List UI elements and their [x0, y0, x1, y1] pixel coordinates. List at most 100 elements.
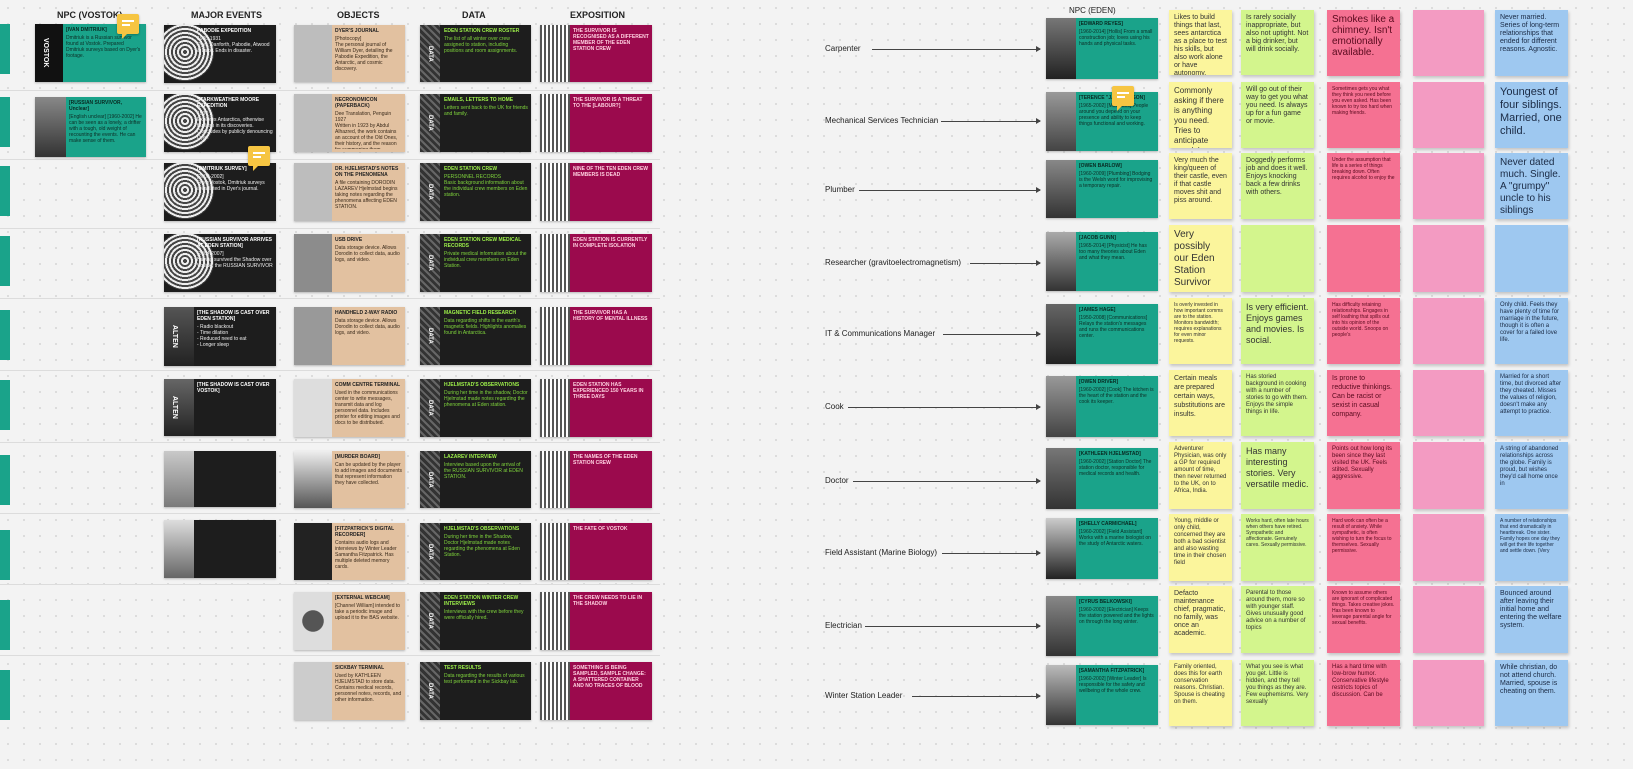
- event-card[interactable]: ALTEN [THE SHADOW IS CAST OVER EDEN STAT…: [164, 307, 276, 366]
- offscreen-card[interactable]: [0, 455, 10, 505]
- sticky-note-positive[interactable]: Will go out of their way to get you what…: [1241, 82, 1314, 148]
- sticky-note-negative[interactable]: Has difficulty retaining relationships. …: [1327, 298, 1400, 364]
- sticky-note-negative[interactable]: Smokes like a chimney. Isn't emotionally…: [1327, 10, 1400, 76]
- sticky-note-motivation[interactable]: Is overly invested in how important comm…: [1169, 298, 1232, 364]
- sticky-note-positive[interactable]: Is rarely socially inappropriate, but al…: [1241, 10, 1314, 75]
- offscreen-card[interactable]: [0, 97, 10, 147]
- sticky-note-negative[interactable]: Sometimes gets you what they think you n…: [1327, 82, 1400, 148]
- eden-npc-card[interactable]: [OWEN BARLOW] [1960-2009] [Plumbing] Bodg…: [1046, 160, 1158, 218]
- sticky-note-motivation[interactable]: Defacto maintenance chief, pragmatic, no…: [1169, 586, 1232, 653]
- sticky-note-blank[interactable]: [1413, 442, 1484, 509]
- eden-npc-card[interactable]: [CYRUS BELKOWSKI] [1960-2002] [Electricia…: [1046, 596, 1158, 656]
- sticky-note-motivation[interactable]: Very possibly our Eden Station Survivor: [1169, 225, 1232, 292]
- sticky-note-blank[interactable]: [1413, 586, 1484, 653]
- data-card[interactable]: DATA EDEN STATION CREW PERSONNEL RECORDS B…: [420, 163, 531, 221]
- offscreen-card[interactable]: [0, 310, 10, 360]
- data-card[interactable]: DATA LAZAREV INTERVIEW Interview based up…: [420, 451, 531, 508]
- sticky-note-negative[interactable]: Known to assume others are ignorant of c…: [1327, 586, 1400, 653]
- exposition-card[interactable]: EDEN STATION IS CURRENTLY IN COMPLETE IS…: [540, 234, 652, 292]
- offscreen-card[interactable]: [0, 24, 10, 74]
- object-card[interactable]: DR. HJELMSTAD'S NOTES ON THE PHENOMENA A …: [294, 163, 405, 221]
- sticky-note-positive[interactable]: What you see is what you get. Little is …: [1241, 660, 1314, 726]
- data-card[interactable]: DATA EDEN STATION CREW ROSTER The list of…: [420, 25, 531, 82]
- sticky-note-motivation[interactable]: Very much the king/queen of their castle…: [1169, 153, 1232, 219]
- sticky-note-positive[interactable]: Works hard, often late hours when others…: [1241, 514, 1314, 581]
- eden-npc-card[interactable]: [TERENCE "JJ" THOMSON] [1965-2002] [Mecha…: [1046, 92, 1158, 151]
- object-card[interactable]: [FITZPATRICK'S DIGITAL RECORDER] Contains…: [294, 523, 405, 580]
- event-card[interactable]: [164, 451, 276, 507]
- sticky-note-blank[interactable]: [1413, 370, 1484, 436]
- sticky-note-motivation[interactable]: Adventurer Physician, was only a GP for …: [1169, 442, 1232, 509]
- offscreen-card[interactable]: [0, 380, 10, 430]
- event-card[interactable]: [164, 520, 276, 578]
- data-card[interactable]: DATA MAGNETIC FIELD RESEARCH Data regardi…: [420, 307, 531, 365]
- sticky-note-blank[interactable]: [1413, 153, 1484, 219]
- sticky-note-negative[interactable]: Has a hard time with low-brow humor. Con…: [1327, 660, 1400, 726]
- sticky-note-background[interactable]: A number of relationships that end drama…: [1495, 514, 1568, 581]
- object-card[interactable]: SICKBAY TERMINAL Used by KATHLEEN HJELMST…: [294, 662, 405, 720]
- sticky-note-positive[interactable]: Has storied background in cooking with a…: [1241, 370, 1314, 436]
- sticky-note-blank[interactable]: [1413, 82, 1484, 148]
- data-card[interactable]: DATA HJELMSTAD'S OBSERVATIONS During her …: [420, 379, 531, 437]
- sticky-note-motivation[interactable]: Likes to build things that last, sees an…: [1169, 10, 1232, 75]
- eden-npc-card[interactable]: [JACOB GUNN] [1965-2014] [Physicist] He h…: [1046, 232, 1158, 291]
- sticky-note-background[interactable]: Never married. Series of long-term relat…: [1495, 10, 1568, 76]
- sticky-note-blank[interactable]: [1413, 225, 1484, 292]
- sticky-note-motivation[interactable]: Certain meals are prepared certain ways,…: [1169, 370, 1232, 436]
- eden-npc-card[interactable]: [KATHLEEN HJELMSTAD] [1960-2002] [Station…: [1046, 448, 1158, 509]
- offscreen-card[interactable]: [0, 670, 10, 720]
- sticky-note-positive[interactable]: [1241, 225, 1314, 292]
- offscreen-card[interactable]: [0, 600, 10, 650]
- sticky-note-motivation[interactable]: Young, middle or only child, concerned t…: [1169, 514, 1232, 581]
- eden-npc-card[interactable]: [SAMANTHA FITZPATRICK] [1960-2002] [Winte…: [1046, 665, 1158, 725]
- object-card[interactable]: HANDHELD 2-WAY RADIO Data storage device.…: [294, 307, 405, 365]
- sticky-note-positive[interactable]: Parental to those around them, more so w…: [1241, 586, 1314, 653]
- sticky-note-background[interactable]: [1495, 225, 1568, 292]
- eden-npc-card[interactable]: [EDWARD REYES] [1960-2014] [Hollis] From …: [1046, 18, 1158, 79]
- sticky-note-positive[interactable]: Doggedly performs job and does it well. …: [1241, 153, 1314, 219]
- object-card[interactable]: COMM CENTRE TERMINAL Used in the communic…: [294, 379, 405, 437]
- eden-npc-card[interactable]: [JAMES HAGE] [1950-2008] [Communications]…: [1046, 304, 1158, 364]
- sticky-note-blank[interactable]: [1413, 298, 1484, 364]
- data-card[interactable]: DATA HJELMSTAD'S OBSERVATIONS During her …: [420, 523, 531, 580]
- exposition-card[interactable]: NINE OF THE TEN EDEN CREW MEMBERS IS DEA…: [540, 163, 652, 221]
- sticky-note-negative[interactable]: [1327, 225, 1400, 292]
- sticky-note-positive[interactable]: Has many interesting stories. Very versa…: [1241, 442, 1314, 509]
- offscreen-card[interactable]: [0, 236, 10, 286]
- data-card[interactable]: DATA EDEN STATION CREW MEDICAL RECORDS Pr…: [420, 234, 531, 292]
- sticky-note-negative[interactable]: Points out how long its been since they …: [1327, 442, 1400, 509]
- exposition-card[interactable]: SOMETHING IS BEING SAMPLED, SAMPLE CHANG…: [540, 662, 652, 720]
- object-card[interactable]: USB DRIVE Data storage device. Allows Dor…: [294, 234, 405, 292]
- exposition-card[interactable]: EDEN STATION HAS EXPERIENCED 150 YEARS I…: [540, 379, 652, 437]
- event-card[interactable]: [DMITRIUK SURVEY] [2000-2002] From Vostok,…: [164, 163, 276, 221]
- vostok-card[interactable]: [RUSSIAN SURVIVOR, Unclear] [English uncl…: [35, 97, 146, 157]
- exposition-card[interactable]: THE SURVIVOR HAS A HISTORY OF MENTAL ILL…: [540, 307, 652, 365]
- comment-icon[interactable]: [117, 14, 139, 39]
- sticky-note-positive[interactable]: Is very efficient. Enjoys games and movi…: [1241, 298, 1314, 364]
- event-card[interactable]: ALTEN [THE SHADOW IS CAST OVER VOSTOK]: [164, 379, 276, 436]
- sticky-note-background[interactable]: Never dated much. Single. A "grumpy" unc…: [1495, 153, 1568, 219]
- offscreen-card[interactable]: [0, 530, 10, 580]
- sticky-note-background[interactable]: Only child. Feels they have plenty of ti…: [1495, 298, 1568, 364]
- object-card[interactable]: DYER'S JOURNAL [Photocopy] The personal jo…: [294, 25, 405, 82]
- sticky-note-blank[interactable]: [1413, 514, 1484, 581]
- object-card[interactable]: NECRONOMICON (PAPERBACK) Dee Translation,…: [294, 94, 405, 152]
- offscreen-card[interactable]: [0, 166, 10, 216]
- data-card[interactable]: DATA EDEN STATION WINTER CREW INTERVIEWS…: [420, 592, 531, 650]
- sticky-note-blank[interactable]: [1413, 10, 1484, 76]
- exposition-card[interactable]: THE SURVIVOR IS RECOGNISED AS A DIFFEREN…: [540, 25, 652, 82]
- sticky-note-negative[interactable]: Hard work can often be a result of anxie…: [1327, 514, 1400, 581]
- eden-npc-card[interactable]: [SHELLY CARMICHAEL] [1960-2002] [Field As…: [1046, 518, 1158, 579]
- exposition-card[interactable]: THE FATE OF VOSTOK: [540, 523, 652, 580]
- comment-icon[interactable]: [248, 146, 270, 171]
- sticky-note-negative[interactable]: Is prone to reductive thinkings. Can be …: [1327, 370, 1400, 436]
- exposition-card[interactable]: THE SURVIVOR IS A THREAT TO THE [LABOUR?…: [540, 94, 652, 152]
- event-card[interactable]: [RUSSIAN SURVIVOR ARRIVES AT EDEN STATIO…: [164, 234, 276, 292]
- comment-icon[interactable]: [1112, 86, 1134, 111]
- data-card[interactable]: DATA EMAILS, LETTERS TO HOME Letters sent…: [420, 94, 531, 152]
- sticky-note-background[interactable]: A string of abandoned relationships acro…: [1495, 442, 1568, 509]
- sticky-note-background[interactable]: Married for a short time, but divorced a…: [1495, 370, 1568, 436]
- sticky-note-motivation[interactable]: Commonly asking if there is anything you…: [1169, 82, 1232, 148]
- sticky-note-background[interactable]: While christian, do not attend church. M…: [1495, 660, 1568, 726]
- sticky-note-background[interactable]: Bounced around after leaving their initi…: [1495, 586, 1568, 653]
